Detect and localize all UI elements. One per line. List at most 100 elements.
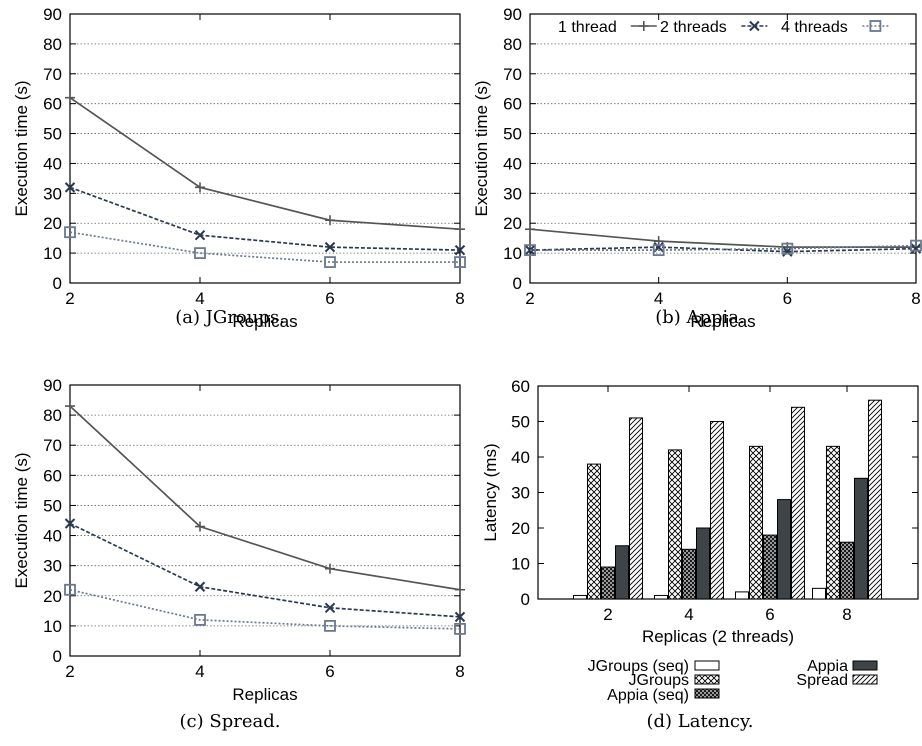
data-point bbox=[324, 619, 336, 632]
bar bbox=[573, 594, 587, 600]
data-point bbox=[910, 243, 922, 254]
bar bbox=[854, 477, 868, 600]
x-tick-label: 2 bbox=[65, 289, 74, 308]
bar bbox=[668, 449, 682, 600]
x-tick-label: 4 bbox=[195, 662, 204, 681]
y-tick-label: 80 bbox=[43, 406, 62, 425]
y-tick-label: 40 bbox=[511, 448, 530, 467]
legend-label: JGroups bbox=[629, 672, 689, 689]
y-tick-label: 10 bbox=[503, 244, 522, 263]
y-axis-label: Execution time (s) bbox=[12, 452, 31, 588]
data-point bbox=[64, 583, 76, 596]
x-tick-label: 4 bbox=[195, 289, 204, 308]
data-point bbox=[64, 182, 76, 193]
y-tick-label: 50 bbox=[43, 125, 62, 144]
series-line bbox=[529, 228, 916, 248]
data-point bbox=[324, 241, 336, 253]
x-axis-label: Replicas bbox=[232, 312, 297, 331]
x-tick-label: 6 bbox=[325, 289, 334, 308]
series-line bbox=[69, 186, 461, 251]
bar bbox=[682, 548, 696, 600]
x-tick-label: 8 bbox=[842, 605, 851, 624]
x-tick-label: 4 bbox=[654, 289, 663, 308]
legend-sample-marker bbox=[749, 20, 760, 32]
y-tick-label: 50 bbox=[43, 496, 62, 515]
y-tick-label: 70 bbox=[43, 65, 62, 84]
y-tick-label: 40 bbox=[503, 154, 522, 173]
plot-frame bbox=[69, 384, 461, 657]
y-tick-label: 10 bbox=[43, 617, 62, 636]
plot-frame bbox=[529, 13, 917, 284]
legend-label: Appia bbox=[807, 658, 848, 675]
data-point bbox=[194, 581, 206, 592]
legend-label: 2 threads bbox=[660, 19, 727, 36]
data-point bbox=[195, 521, 205, 532]
y-tick-label: 10 bbox=[511, 555, 530, 574]
panel-caption: (a) JGroups. bbox=[175, 307, 285, 328]
y-tick-label: 20 bbox=[503, 214, 522, 233]
data-point bbox=[195, 182, 205, 193]
chart-jgroups: 0 10 20 30 40 50 60 70 80 90 2 4 6 8 Replicas Execution… bbox=[12, 5, 466, 331]
plot-frame bbox=[69, 13, 461, 284]
y-tick-label: 0 bbox=[513, 274, 522, 293]
x-axis-label: Replicas (2 threads) bbox=[642, 627, 794, 646]
bar bbox=[840, 541, 854, 600]
chart-latency: 0 10 20 30 40 50 60 2 4 6 8 Replicas (2 threads) Lat… bbox=[481, 377, 919, 732]
y-tick-label: 50 bbox=[511, 413, 530, 432]
data-point bbox=[194, 613, 206, 626]
y-tick-label: 60 bbox=[503, 95, 522, 114]
legend-sample-marker bbox=[869, 20, 882, 32]
series-line bbox=[530, 244, 917, 251]
data-point bbox=[454, 623, 466, 635]
data-point bbox=[194, 229, 206, 241]
y-tick-label: 20 bbox=[43, 214, 62, 233]
panel-caption: (b) Appia. bbox=[655, 307, 745, 328]
data-point bbox=[454, 256, 466, 268]
y-tick-label: 20 bbox=[511, 519, 530, 538]
bar bbox=[615, 545, 629, 600]
y-tick-label: 80 bbox=[43, 35, 62, 54]
data-point bbox=[910, 239, 922, 252]
data-point bbox=[524, 244, 536, 257]
data-point bbox=[325, 215, 335, 226]
x-tick-label: 8 bbox=[455, 662, 464, 681]
data-point bbox=[455, 584, 465, 595]
series-line bbox=[69, 522, 461, 618]
data-point bbox=[65, 92, 75, 103]
bar bbox=[629, 417, 643, 600]
y-axis-label: Execution time (s) bbox=[12, 80, 31, 216]
x-tick-label: 4 bbox=[684, 605, 693, 624]
y-tick-label: 80 bbox=[503, 35, 522, 54]
bar bbox=[826, 445, 840, 600]
bar bbox=[735, 591, 749, 600]
data-point bbox=[455, 224, 465, 235]
data-point bbox=[454, 244, 466, 256]
series-line bbox=[69, 588, 461, 630]
y-tick-label: 60 bbox=[43, 95, 62, 114]
x-tick-label: 2 bbox=[65, 662, 74, 681]
data-point bbox=[652, 244, 665, 257]
y-tick-label: 70 bbox=[43, 436, 62, 455]
bar bbox=[696, 527, 710, 600]
legend: 1 thread 2 threads 4 threads bbox=[558, 19, 889, 36]
legend-label: 1 thread bbox=[558, 19, 617, 36]
y-tick-label: 20 bbox=[43, 587, 62, 606]
data-point bbox=[324, 256, 336, 268]
bar bbox=[812, 587, 826, 600]
bar bbox=[710, 421, 724, 600]
chart-appia: 0 10 20 30 40 50 60 70 80 90 2 4 6 8 Replicas Execution… bbox=[472, 5, 922, 331]
series-line bbox=[69, 405, 461, 591]
x-tick-label: 8 bbox=[911, 289, 920, 308]
data-point bbox=[194, 247, 206, 260]
y-tick-label: 30 bbox=[503, 184, 522, 203]
legend-sample-marker bbox=[638, 21, 649, 31]
y-tick-label: 40 bbox=[43, 527, 62, 546]
y-tick-label: 30 bbox=[43, 557, 62, 576]
legend-label: JGroups (seq) bbox=[588, 658, 689, 675]
legend-swatch bbox=[694, 688, 720, 699]
data-point bbox=[64, 226, 76, 239]
y-axis-label: Execution time (s) bbox=[472, 80, 491, 216]
data-point bbox=[781, 242, 794, 255]
